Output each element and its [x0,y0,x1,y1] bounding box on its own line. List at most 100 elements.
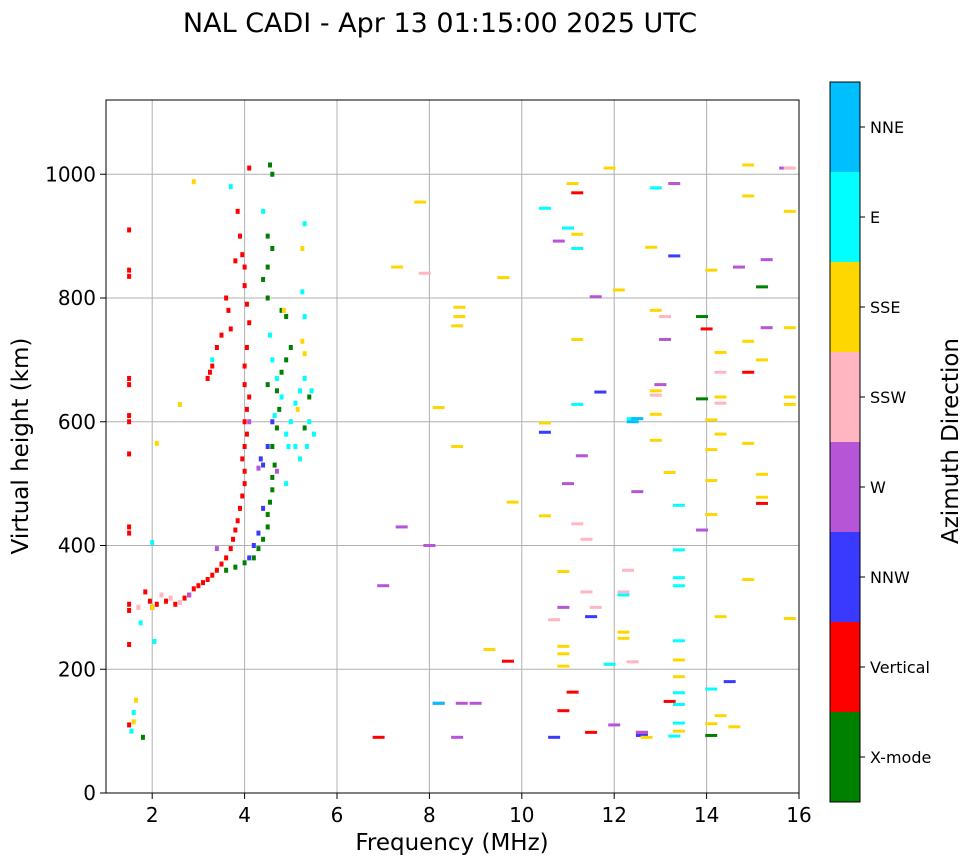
x-axis-ticks: 2 4 6 8 10 12 14 16 [146,793,812,827]
data-point [695,397,708,401]
y-axis-label: Virtual height (km) [8,338,34,555]
data-point [300,246,305,251]
grid-lines [106,100,800,794]
data-point [372,735,385,739]
y-tick-label: 0 [83,781,96,805]
data-point [270,474,275,480]
data-point [270,246,275,251]
data-point [247,165,252,171]
series-ssw [136,166,796,664]
data-point [700,327,713,331]
data-point [418,271,431,275]
data-point [635,733,648,737]
data-point [663,470,676,474]
data-point [552,239,565,243]
data-point [247,320,252,326]
data-point [714,432,727,436]
data-point [414,200,427,204]
data-point [756,501,769,505]
data-point [293,400,298,406]
data-point [231,536,236,542]
data-point [274,375,279,381]
data-point [207,369,212,375]
data-point [557,709,570,713]
data-point [129,728,134,734]
colorbar-tick-label: NNW [870,568,910,587]
data-point [631,490,644,494]
data-point [270,357,275,363]
data-point [127,419,132,425]
data-point [134,697,139,703]
colorbar-swatch [830,352,860,442]
colorbar-tick-label: SSE [870,298,900,317]
data-point [585,730,598,734]
x-axis-label: Frequency (MHz) [355,830,548,856]
data-point [566,182,579,186]
data-point [451,324,464,328]
series-vertical [127,165,769,739]
data-point [538,421,551,425]
data-point [187,592,192,598]
chart-title: NAL CADI - Apr 13 01:15:00 2025 UTC [183,8,697,39]
data-point [237,505,242,511]
data-point [451,735,464,739]
colorbar-frame [829,81,861,803]
data-point [760,258,773,262]
data-point [705,268,718,272]
data-point [728,725,741,729]
colorbar-swatch [830,172,860,262]
data-point [242,264,247,270]
data-point [307,394,312,400]
data-point [603,166,616,170]
series-e [129,184,718,738]
data-point [127,722,132,728]
data-point [284,481,289,487]
data-point [783,617,796,621]
data-point [277,406,282,412]
data-point [265,444,270,449]
data-point [210,572,215,578]
data-point [281,307,286,313]
data-point [240,493,245,499]
data-point [205,375,210,381]
data-point [311,431,316,437]
data-point [649,186,662,190]
data-point [247,555,252,561]
data-point [631,417,644,421]
data-point [783,166,796,170]
data-point [242,468,247,474]
data-point [228,546,233,552]
data-point [672,584,685,588]
data-point [261,276,266,282]
data-point [453,305,466,309]
data-point [705,687,718,691]
data-point [566,690,579,694]
colorbar-tick-label: NNE [870,118,904,137]
data-point [233,527,238,533]
data-point [293,444,298,449]
data-point [649,412,662,416]
series-x-mode [140,162,769,740]
data-point [783,402,796,406]
data-point [635,730,648,734]
colorbar-swatch [830,622,860,712]
data-point [742,339,755,343]
data-point [127,451,132,457]
colorbar-tick-label: E [870,208,880,227]
data-point [580,537,593,541]
data-point [659,315,672,319]
data-point [233,258,238,264]
data-point [617,636,630,640]
data-point [288,345,293,350]
data-point [214,345,219,350]
data-point [235,518,240,524]
data-point [302,314,307,320]
data-point [191,586,196,592]
data-point [127,601,132,607]
data-point [140,734,145,740]
data-point [672,703,685,707]
data-point [214,546,219,552]
data-point [270,419,275,425]
data-point [538,206,551,210]
